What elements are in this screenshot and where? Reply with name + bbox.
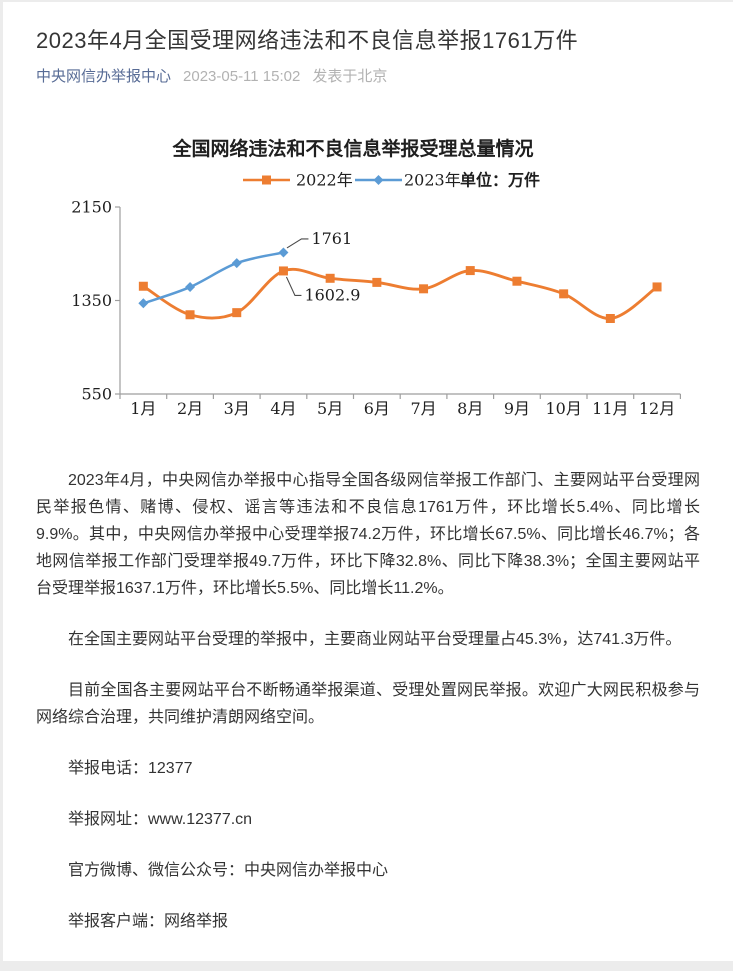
article-header: 2023年4月全国受理网络违法和不良信息举报1761万件 中央网信办举报中心 2… <box>3 2 733 86</box>
contact-line: 举报电话：12377 <box>68 760 193 777</box>
x-axis-label: 5月 <box>317 399 343 418</box>
data-point-2023年 <box>278 247 289 258</box>
x-axis-label: 8月 <box>457 399 483 418</box>
chart-unit-label: 单位：万件 <box>460 171 540 190</box>
annotation-label: 1602.9 <box>304 285 360 304</box>
article-body: 2023年4月，中央网信办举报中心指导全国各级网信举报工作部门、主要网站平台受理… <box>3 437 733 935</box>
legend-label: 2023年 <box>404 171 461 190</box>
publish-location: 发表于北京 <box>312 68 388 85</box>
article-meta: 中央网信办举报中心 2023-05-11 15:02 发表于北京 <box>36 65 700 86</box>
data-point-2022年 <box>559 289 569 299</box>
y-axis-tick-label: 2150 <box>71 198 112 217</box>
x-axis-label: 4月 <box>270 399 296 418</box>
publish-date: 2023-05-11 15:02 <box>183 68 301 85</box>
data-point-2022年 <box>652 282 662 292</box>
data-point-2023年 <box>185 282 196 293</box>
data-point-2023年 <box>231 258 242 269</box>
data-point-2022年 <box>465 266 475 276</box>
report-chart: 全国网络违法和不良信息举报受理总量情况 2022年 2023年 单位：万件 550 135… <box>71 137 682 418</box>
data-point-2022年 <box>605 313 615 323</box>
series-line-2023年 <box>142 251 285 305</box>
data-point-2022年 <box>232 308 242 318</box>
legend-marker <box>262 175 271 185</box>
x-axis-label: 11月 <box>592 399 628 418</box>
annotation-connector <box>285 276 302 296</box>
article-paragraph: 2023年4月，中央网信办举报中心指导全国各级网信举报工作部门、主要网站平台受理… <box>36 472 700 597</box>
article-card: 2023年4月全国受理网络违法和不良信息举报1761万件 中央网信办举报中心 2… <box>3 2 733 961</box>
x-axis-label: 1月 <box>130 399 156 418</box>
data-point-2022年 <box>372 277 382 287</box>
y-axis-tick-label: 1350 <box>71 291 112 310</box>
series-line-2022年 <box>141 267 659 320</box>
article-paragraph: 在全国主要网站平台受理的举报中，主要商业网站平台受理量占45.3%，达741.3… <box>68 631 682 648</box>
legend-label: 2022年 <box>296 171 353 190</box>
chart-figure: 全国网络违法和不良信息举报受理总量情况 2022年 2023年 单位：万件 550 135… <box>63 119 683 437</box>
x-axis-label: 9月 <box>504 399 530 418</box>
data-point-2022年 <box>138 281 148 291</box>
annotation-connector <box>286 238 309 249</box>
article-paragraph: 目前全国各主要网站平台不断畅通举报渠道、受理处置网民举报。欢迎广大网民积极参与网… <box>36 682 700 726</box>
contact-line: 举报网址：www.12377.cn <box>68 811 253 828</box>
x-axis-label: 2月 <box>177 399 203 418</box>
data-point-2023年 <box>138 298 149 309</box>
data-point-2022年 <box>278 266 288 276</box>
contact-line: 官方微博、微信公众号：中央网信办举报中心 <box>68 862 389 879</box>
x-axis-label: 7月 <box>410 399 436 418</box>
axis-lines <box>119 207 681 395</box>
x-axis-label: 12月 <box>639 399 675 418</box>
contact-line: 举报客户端：网络举报 <box>68 913 229 930</box>
data-point-2022年 <box>419 284 429 294</box>
y-axis-tick-label: 550 <box>81 385 112 404</box>
data-point-2022年 <box>185 310 195 320</box>
chart-title: 全国网络违法和不良信息举报受理总量情况 <box>171 137 533 160</box>
annotation-label: 1761 <box>311 229 352 248</box>
page-title: 2023年4月全国受理网络违法和不良信息举报1761万件 <box>36 28 579 53</box>
data-point-2022年 <box>512 276 522 286</box>
x-axis-label: 6月 <box>364 399 390 418</box>
x-axis-label: 3月 <box>224 399 250 418</box>
legend-marker <box>373 175 384 185</box>
data-point-2022年 <box>325 273 335 283</box>
author-link[interactable]: 中央网信办举报中心 <box>36 68 172 85</box>
x-axis-label: 10月 <box>545 399 581 418</box>
